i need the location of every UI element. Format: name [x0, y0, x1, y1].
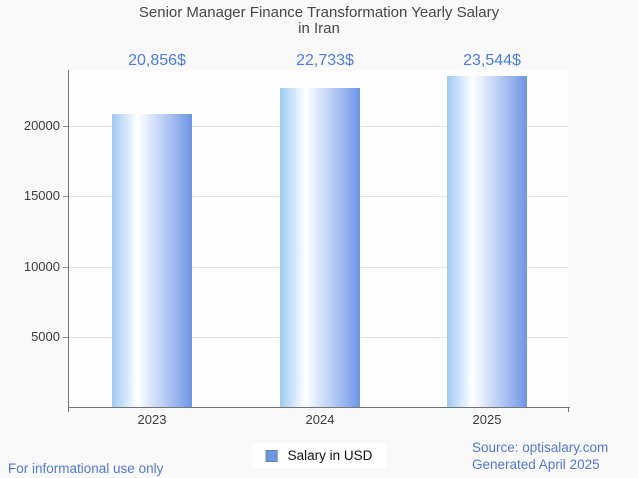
chart-title-line1: Senior Manager Finance Transformation Ye…: [138, 4, 500, 21]
chart-title-line2: in Iran: [298, 20, 340, 37]
ytick-label-5000: 5000: [31, 328, 60, 344]
generated-text: Generated April 2025: [472, 456, 600, 472]
bar-2023[interactable]: [112, 114, 192, 407]
y-axis-line: [68, 70, 69, 412]
x-axis-end-tick: [568, 407, 569, 412]
value-label-2025: 23,544$: [463, 52, 521, 69]
ytick-label-15000: 15000: [23, 188, 60, 204]
xtick-label-2023: 2023: [137, 412, 167, 427]
legend-label: Salary in USD: [287, 448, 373, 463]
chart-title: Senior Manager Finance Transformation Ye…: [0, 5, 638, 37]
legend-swatch-icon: [265, 449, 278, 462]
legend[interactable]: Salary in USD: [251, 443, 387, 468]
ytick-mark-10000: [63, 266, 68, 268]
bar-2025[interactable]: [447, 76, 527, 407]
ytick-mark-20000: [63, 126, 68, 128]
value-label-2024: 22,733$: [296, 52, 354, 69]
ytick-label-10000: 10000: [23, 258, 60, 274]
source-text: Source: optisalary.com: [472, 440, 609, 455]
disclaimer-text: For informational use only: [8, 461, 164, 476]
value-label-2023: 20,856$: [128, 52, 186, 69]
ytick-mark-15000: [63, 196, 68, 198]
xtick-label-2024: 2024: [305, 412, 335, 427]
x-axis-line: [68, 407, 570, 408]
bar-2024[interactable]: [280, 87, 360, 407]
source-info: Source: optisalary.com Generated April 2…: [472, 440, 608, 473]
ytick-label-20000: 20000: [23, 118, 60, 134]
xtick-label-2025: 2025: [472, 412, 502, 427]
ytick-mark-5000: [63, 336, 68, 338]
